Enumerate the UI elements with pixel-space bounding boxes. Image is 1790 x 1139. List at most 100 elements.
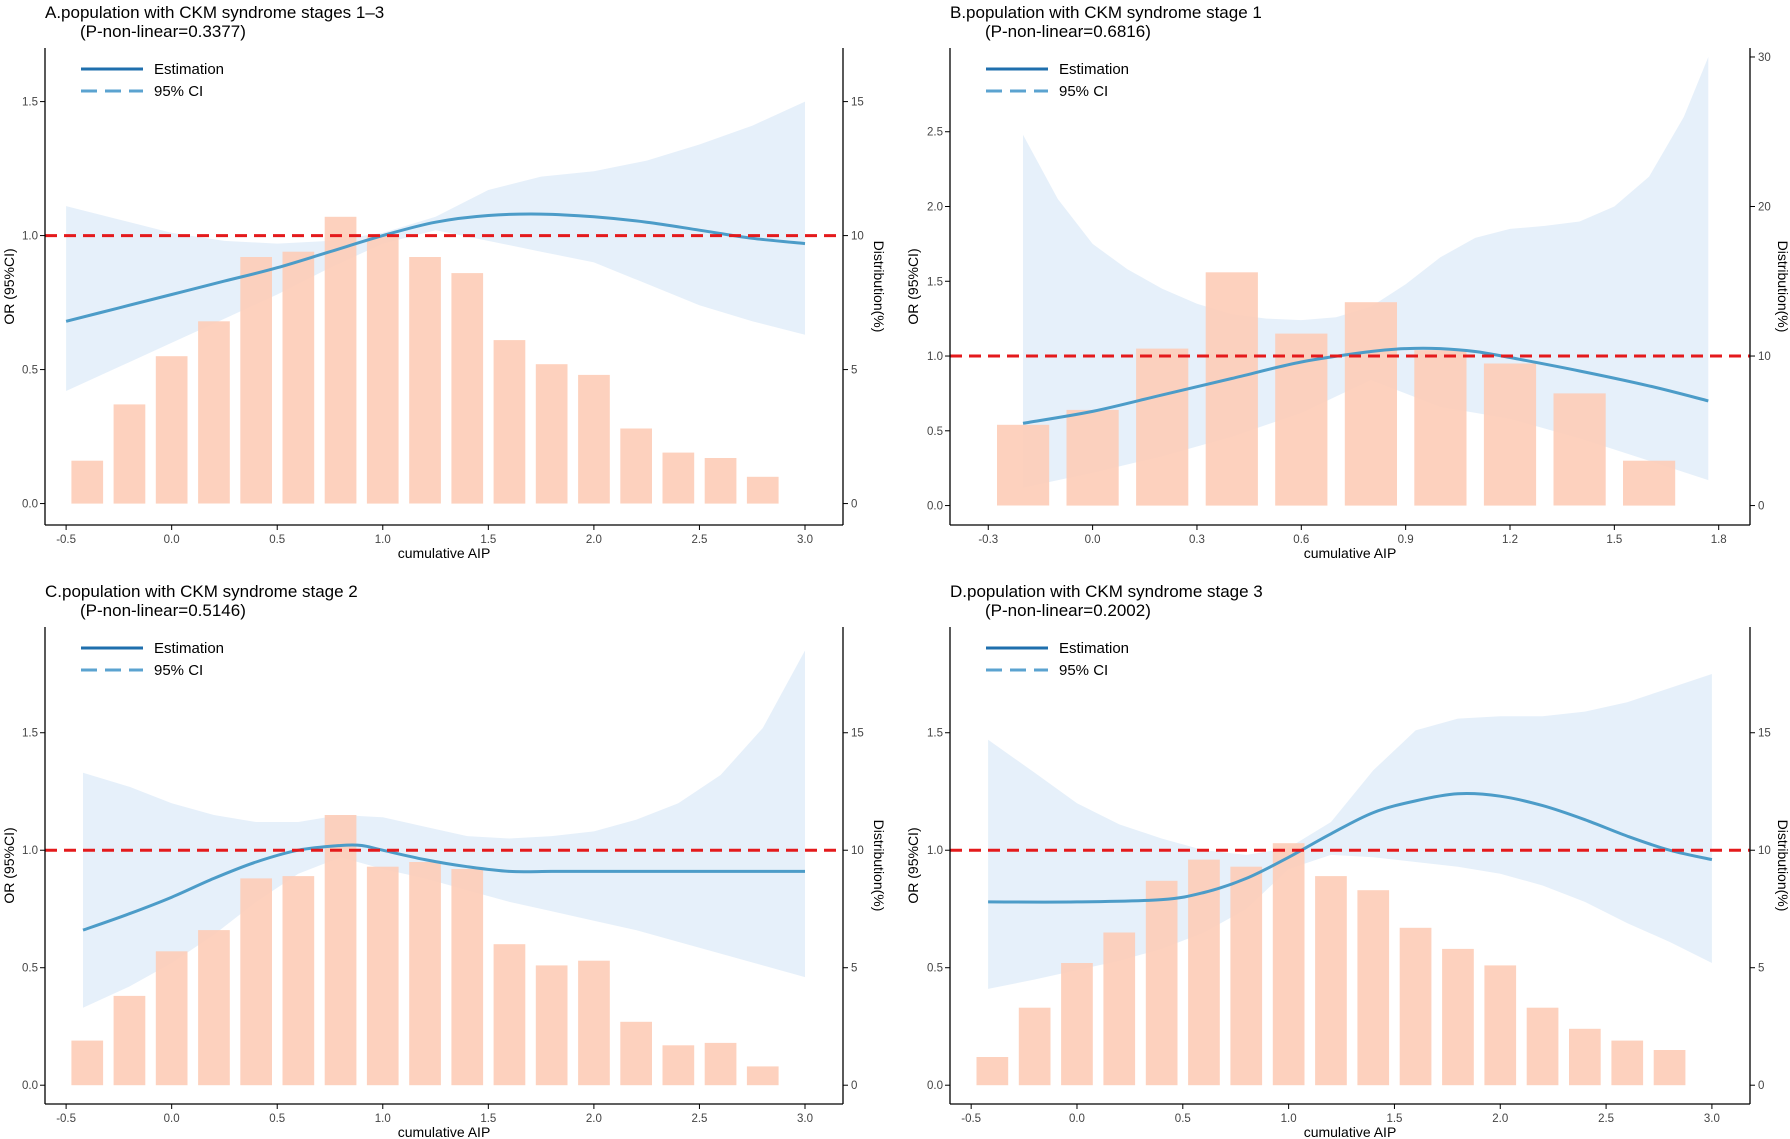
distribution-bar [1611,1040,1644,1086]
y-tick-label: 0.0 [927,501,943,513]
x-tick-label: 1.0 [375,534,391,546]
distribution-bar [1103,932,1136,1086]
y-right-tick-label: 10 [851,845,864,857]
distribution-bar [113,404,146,504]
distribution-bar [535,965,568,1086]
x-tick-label: 0.0 [1085,534,1101,546]
panel-a: -0.5 0.0 0.5 1.0 1.5 2.0 2.5 3.0 0.0 0.5 1.0 1.5 0 5 1… [1,3,887,561]
x-tick-label: 2.0 [586,534,602,546]
y-right-tick-label: 0 [851,499,857,511]
distribution-bar [366,866,399,1086]
x-tick-label: -0.3 [978,534,998,546]
x-tick-label: 2.5 [1598,1113,1614,1125]
distribution-bar [451,273,484,504]
y-tick-label: 0.5 [927,963,943,975]
distribution-bar [1484,965,1517,1086]
x-tick-label: 3.0 [797,1113,813,1125]
legend: Estimation 95% CI [81,640,224,679]
panel-title: B.population with CKM syndrome stage 1 [950,3,1262,22]
y-right-tick-label: 5 [1758,963,1764,975]
distribution-bar [704,458,737,504]
x-axis-label: cumulative AIP [1304,545,1397,561]
distribution-bar [1483,363,1537,506]
x-tick-label: 3.0 [797,534,813,546]
legend-ci-label: 95% CI [154,83,203,100]
distribution-bar [662,1045,695,1086]
x-tick-label: 1.5 [480,1113,496,1125]
distribution-bar [1442,948,1474,1086]
panel-c: -0.5 0.0 0.5 1.0 1.5 2.0 2.5 3.0 0.0 0.5 1.0 1.5 0 5 1… [1,582,887,1139]
distribution-bar [409,257,441,504]
y-right-tick-label: 0 [1758,1080,1764,1092]
distribution-bar [1344,302,1397,506]
x-tick-label: 3.0 [1704,1113,1720,1125]
y-tick-label: 1.0 [927,351,943,363]
distribution-bar [1272,843,1305,1086]
distribution-bar [324,216,357,504]
distribution-bar [240,878,272,1086]
x-tick-label: 1.5 [480,534,496,546]
distribution-bar [1526,1007,1559,1086]
y-right-axis-label: Distribution(%) [871,820,887,912]
distribution-bar [451,869,484,1086]
x-tick-label: -0.5 [56,534,76,546]
distribution-bar [535,364,568,504]
y-tick-label: 0.0 [22,499,38,511]
y-right-tick-label: 10 [851,231,864,243]
distribution-bar [1145,880,1178,1086]
distribution-bar [71,460,104,504]
legend-ci-label: 95% CI [1059,83,1108,100]
panel-title: D.population with CKM syndrome stage 3 [950,582,1263,601]
x-tick-label: 0.0 [1069,1113,1085,1125]
distribution-bar [976,1057,1009,1086]
x-tick-label: 0.5 [269,534,285,546]
estimation-curve [988,792,1713,904]
y-right-tick-label: 15 [1758,728,1771,740]
ci-band [988,674,1712,989]
legend: Estimation 95% CI [986,640,1129,679]
ci-band [66,101,806,391]
y-right-tick-label: 0 [1758,501,1764,513]
distribution-bar [282,251,315,504]
y-axis-label: OR (95%CI) [905,248,921,324]
distribution-bar [620,1021,652,1086]
panel-title: C.population with CKM syndrome stage 2 [45,582,358,601]
distribution-bar [662,452,695,504]
x-tick-label: 1.8 [1711,534,1727,546]
y-right-tick-label: 5 [851,365,857,377]
legend-estimation-label: Estimation [154,61,224,78]
x-tick-label: -0.5 [961,1113,981,1125]
panel-subtitle: (P-non-linear=0.2002) [985,601,1151,620]
x-tick-label: 0.5 [269,1113,285,1125]
y-right-axis-label: Distribution(%) [1775,241,1790,333]
y-tick-label: 1.5 [927,276,943,288]
x-tick-label: 1.0 [375,1113,391,1125]
x-tick-label: 2.0 [586,1113,602,1125]
y-tick-label: 0.5 [22,365,38,377]
panel-d: -0.5 0.0 0.5 1.0 1.5 2.0 2.5 3.0 0.0 0.5 1.0 1.5 0 5 1… [905,582,1790,1139]
panel-title: A.population with CKM syndrome stages 1–… [45,3,384,22]
x-tick-label: 0.0 [164,1113,180,1125]
distribution-bar [1315,876,1347,1086]
y-tick-label: 0.5 [927,426,943,438]
y-axis-label: OR (95%CI) [1,248,17,324]
y-tick-label: 0.0 [22,1080,38,1092]
y-tick-label: 1.0 [22,231,38,243]
legend-ci-label: 95% CI [1059,662,1108,679]
distribution-bar [746,476,779,504]
distribution-bar [746,1066,779,1086]
x-tick-label: 2.5 [691,1113,707,1125]
x-tick-label: 0.3 [1189,534,1205,546]
x-tick-label: 0.6 [1293,534,1309,546]
panel-subtitle: (P-non-linear=0.6816) [985,22,1151,41]
panel-subtitle: (P-non-linear=0.5146) [80,601,246,620]
y-right-tick-label: 10 [1758,845,1771,857]
distribution-bar [71,1040,104,1086]
distribution-bar [1230,866,1263,1086]
x-tick-label: 1.5 [1606,534,1622,546]
x-tick-label: -0.5 [56,1113,76,1125]
panel-subtitle: (P-non-linear=0.3377) [80,22,246,41]
ci-band [83,650,805,1008]
x-axis-label: cumulative AIP [398,545,491,561]
distribution-bar [1205,272,1258,506]
